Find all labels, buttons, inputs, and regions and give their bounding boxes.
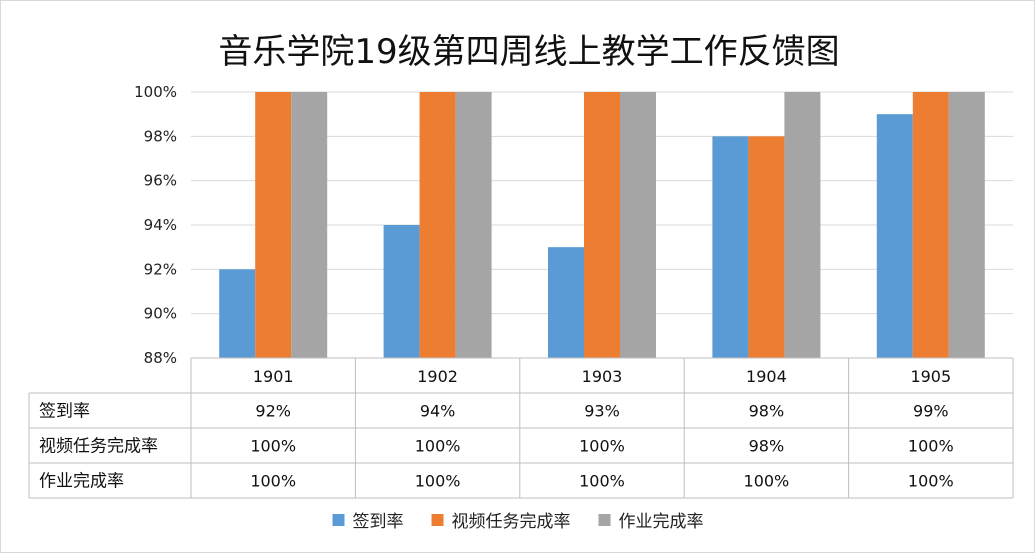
legend: 签到率 视频任务完成率 作业完成率: [332, 512, 704, 532]
bar: [548, 247, 584, 358]
data-table: 1901 1902 1903 1904 1905 签到率 92% 94% 93% 98% 99% 视频…: [28, 357, 1014, 499]
data-label: 92%: [255, 402, 291, 421]
data-label: 98%: [749, 437, 785, 456]
data-label: 100%: [579, 437, 625, 456]
bar: [876, 114, 913, 359]
data-label: 98%: [749, 402, 785, 421]
y-tick-label: 90%: [144, 305, 177, 323]
bar: [620, 92, 656, 358]
data-label: 100%: [415, 472, 461, 491]
bar: [291, 92, 328, 358]
legend-label: 视频任务完成率: [452, 512, 571, 532]
bar: [712, 136, 749, 358]
data-label: 100%: [908, 437, 954, 456]
data-label: 93%: [584, 402, 620, 421]
legend-swatch: [598, 514, 611, 526]
data-label: 94%: [420, 402, 456, 421]
category-label: 1904: [746, 367, 787, 386]
data-label: 100%: [250, 437, 296, 456]
y-tick-label: 98%: [144, 127, 177, 145]
legend-swatch: [332, 514, 345, 526]
bar: [584, 92, 620, 358]
bar: [419, 92, 456, 358]
legend-label: 签到率: [353, 512, 404, 532]
bar: [784, 92, 821, 358]
category-label: 1901: [253, 367, 294, 386]
legend-label: 作业完成率: [619, 512, 704, 532]
category-label: 1903: [582, 367, 623, 386]
chart-title: 音乐学院19级第四周线上教学工作反馈图: [218, 32, 839, 72]
category-label: 1905: [910, 367, 951, 386]
y-tick-label: 88%: [144, 349, 177, 367]
bar: [748, 136, 785, 358]
legend-swatch: [431, 514, 444, 526]
table-row-label: 视频任务完成率: [39, 437, 158, 457]
data-label: 100%: [908, 472, 954, 491]
data-label: 100%: [415, 437, 461, 456]
y-tick-label: 100%: [134, 83, 177, 101]
category-label: 1902: [417, 367, 458, 386]
y-tick-label: 96%: [144, 172, 177, 190]
y-tick-label: 92%: [144, 260, 177, 278]
data-label: 100%: [579, 472, 625, 491]
data-label: 100%: [250, 472, 296, 491]
y-axis: 88% 90% 92% 94% 96% 98% 100%: [134, 83, 177, 367]
bars: [219, 92, 985, 359]
data-label: 99%: [913, 402, 949, 421]
data-label: 100%: [744, 472, 790, 491]
bar: [455, 92, 492, 358]
bar: [383, 225, 420, 358]
table-row-label: 作业完成率: [39, 472, 124, 492]
bar: [219, 269, 256, 358]
y-tick-label: 94%: [144, 216, 177, 234]
bar: [255, 92, 292, 358]
table-row-label: 签到率: [39, 402, 90, 422]
bar: [948, 92, 985, 358]
bar: [912, 92, 949, 358]
